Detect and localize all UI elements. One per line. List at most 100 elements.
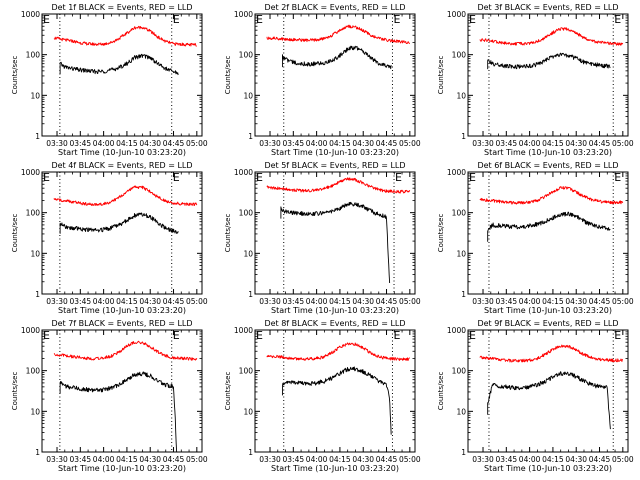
plot-frame: [467, 171, 629, 295]
x-axis-label: Start Time (10-Jun-10 03:23:20): [58, 148, 186, 157]
x-tick-label: 03:30: [472, 455, 494, 464]
panel-det-8f: Det 8f BLACK = Events, RED = LLD 1 10 100 10…: [224, 319, 421, 473]
y-tick-label: 10: [243, 407, 253, 416]
corner-label-right: E: [393, 329, 400, 342]
y-tick-label: 1000: [21, 10, 40, 19]
panel-det-3f: Det 3f BLACK = Events, RED = LLD 1 10 100 10…: [437, 3, 634, 157]
panel-det-5f: Det 5f BLACK = Events, RED = LLD 1 10 100 10…: [224, 161, 421, 315]
x-tick-label: 03:30: [46, 139, 68, 148]
lld-series-line: [479, 344, 623, 363]
x-tick-label: 03:45: [70, 139, 92, 148]
x-tick-label: 03:30: [46, 455, 68, 464]
y-tick-label: 10: [30, 407, 40, 416]
x-axis-label: Start Time (10-Jun-10 03:23:20): [484, 306, 612, 315]
panel-title: Det 9f BLACK = Events, RED = LLD: [477, 319, 618, 328]
panel-det-9f: Det 9f BLACK = Events, RED = LLD 1 10 100 10…: [437, 319, 634, 473]
x-tick-label: 04:00: [93, 297, 115, 306]
x-tick-label: 05:00: [612, 297, 634, 306]
x-tick-label: 04:00: [519, 139, 541, 148]
corner-label-right: E: [173, 13, 180, 26]
panel-det-1f: Det 1f BLACK = Events, RED = LLD 1 10 100 10…: [11, 3, 208, 157]
x-tick-label: 05:00: [399, 455, 421, 464]
y-tick-label: 1000: [447, 168, 466, 177]
plot-frame: [254, 329, 416, 453]
y-tick-label: 1: [248, 132, 253, 141]
y-tick-label: 100: [26, 209, 41, 218]
panel-title: Det 8f BLACK = Events, RED = LLD: [264, 319, 405, 328]
x-tick-label: 03:45: [283, 139, 305, 148]
lld-series-line: [479, 186, 624, 205]
x-tick-label: 04:30: [565, 297, 587, 306]
corner-label-left: E: [256, 13, 263, 26]
y-tick-label: 100: [239, 209, 254, 218]
x-tick-label: 03:45: [496, 297, 518, 306]
x-tick-label: 05:00: [399, 297, 421, 306]
x-tick-label: 03:30: [472, 139, 494, 148]
x-axis-label: Start Time (10-Jun-10 03:23:20): [271, 148, 399, 157]
x-tick-label: 03:30: [472, 297, 494, 306]
x-tick-label: 04:15: [116, 455, 138, 464]
corner-label-left: E: [469, 13, 476, 26]
y-axis-label: Counts/sec: [224, 372, 232, 411]
x-tick-label: 04:15: [542, 139, 564, 148]
x-tick-label: 04:00: [306, 455, 328, 464]
x-tick-label: 05:00: [399, 139, 421, 148]
corner-label-right: E: [393, 13, 400, 26]
panel-title: Det 6f BLACK = Events, RED = LLD: [477, 161, 618, 170]
lld-series-line: [53, 340, 198, 361]
corner-label-left: E: [43, 13, 50, 26]
y-tick-label: 10: [30, 249, 40, 258]
x-tick-label: 04:45: [376, 455, 398, 464]
x-tick-label: 04:15: [329, 455, 351, 464]
y-axis-label: Counts/sec: [437, 214, 445, 253]
lld-series-line: [53, 25, 197, 47]
y-tick-label: 1: [35, 132, 40, 141]
corner-label-left: E: [469, 171, 476, 184]
x-axis-label: Start Time (10-Jun-10 03:23:20): [484, 464, 612, 473]
y-axis-label: Counts/sec: [224, 56, 232, 95]
events-series-line: [59, 53, 179, 76]
corner-label-right: E: [173, 329, 180, 342]
corner-label-left: E: [43, 171, 50, 184]
y-tick-label: 1: [461, 448, 466, 457]
x-tick-label: 04:45: [163, 139, 185, 148]
y-tick-label: 100: [239, 367, 254, 376]
plot-frame: [41, 171, 203, 295]
y-axis-label: Counts/sec: [224, 214, 232, 253]
panel-title: Det 1f BLACK = Events, RED = LLD: [51, 3, 192, 12]
lld-series-line: [53, 185, 198, 207]
y-tick-label: 1000: [234, 168, 253, 177]
y-tick-label: 10: [456, 407, 466, 416]
panel-det-7f: Det 7f BLACK = Events, RED = LLD 1 10 100 10…: [11, 319, 208, 473]
y-tick-label: 10: [456, 91, 466, 100]
panel-det-2f: Det 2f BLACK = Events, RED = LLD 1 10 100 10…: [224, 3, 421, 157]
x-tick-label: 04:30: [139, 455, 161, 464]
x-tick-label: 04:15: [116, 297, 138, 306]
x-tick-label: 04:45: [589, 297, 611, 306]
corner-label-right: E: [614, 171, 621, 184]
x-tick-label: 04:15: [116, 139, 138, 148]
x-tick-label: 04:30: [352, 455, 374, 464]
x-tick-label: 04:15: [542, 297, 564, 306]
x-axis-label: Start Time (10-Jun-10 03:23:20): [58, 464, 186, 473]
events-series-line: [281, 366, 392, 435]
y-tick-label: 1000: [21, 326, 40, 335]
x-tick-label: 04:45: [163, 455, 185, 464]
x-tick-label: 05:00: [186, 297, 208, 306]
y-tick-label: 1000: [21, 168, 40, 177]
x-axis-label: Start Time (10-Jun-10 03:23:20): [58, 306, 186, 315]
corner-label-right: E: [395, 171, 402, 184]
x-tick-label: 03:45: [283, 297, 305, 306]
events-series-line: [281, 45, 392, 70]
y-tick-label: 1: [461, 290, 466, 299]
y-tick-label: 100: [452, 367, 467, 376]
x-tick-label: 04:45: [376, 139, 398, 148]
x-tick-label: 05:00: [612, 455, 634, 464]
corner-label-right: E: [173, 171, 180, 184]
x-tick-label: 04:30: [139, 297, 161, 306]
x-tick-label: 04:30: [565, 139, 587, 148]
panel-det-6f: Det 6f BLACK = Events, RED = LLD 1 10 100 10…: [437, 161, 634, 315]
corner-label-right: E: [614, 329, 621, 342]
panel-det-4f: Det 4f BLACK = Events, RED = LLD 1 10 100 10…: [11, 161, 208, 315]
